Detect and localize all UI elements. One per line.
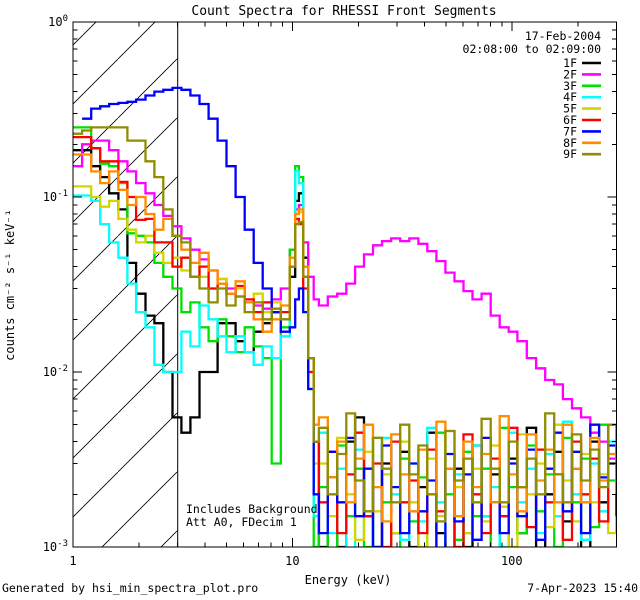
y-tick-label-1e-3: 10-3 [43,539,68,554]
obs-time-range: 02:08:00 to 02:09:00 [463,42,602,56]
legend-label-9f: 9F [563,147,577,161]
hatch-region [73,22,179,547]
obs-date: 17-Feb-2004 [525,29,601,43]
x-axis-label: Energy (keV) [305,573,392,587]
legend-label-8f: 8F [563,136,577,150]
series-9f-line [73,126,617,523]
legend-item-3f: 3F [563,79,601,93]
x-tick-label-1: 1 [69,554,76,568]
render-timestamp: 7-Apr-2023 15:40 [527,581,638,595]
legend-item-9f: 9F [563,147,601,161]
legend-item-6f: 6F [563,113,601,127]
legend-item-8f: 8F [563,136,601,150]
legend-label-4f: 4F [563,90,577,104]
legend-label-6f: 6F [563,113,577,127]
note-attenuator-state: Att A0, FDecim 1 [186,515,297,529]
legend-label-1f: 1F [563,56,577,70]
legend-label-3f: 3F [563,79,577,93]
x-tick-label-10: 10 [285,554,299,568]
legend-item-5f: 5F [563,102,601,116]
y-axis-label: counts cm⁻² s⁻¹ keV⁻¹ [3,209,17,361]
axis-tick-labels: 1 10 100 100 10-1 10-2 10-3 [43,14,523,568]
y-tick-label-1e-1: 10-1 [43,189,68,204]
legend-item-7f: 7F [563,124,601,138]
chart-title: Count Spectra for RHESSI Front Segments [191,4,496,19]
legend-label-7f: 7F [563,124,577,138]
note-includes-background: Includes Background [186,502,318,516]
legend-item-4f: 4F [563,90,601,104]
y-tick-label-1e-2: 10-2 [43,364,68,379]
legend-label-2f: 2F [563,67,577,81]
plot-frame [72,21,617,548]
legend-label-5f: 5F [563,102,577,116]
spectra-curves [73,86,617,548]
generated-by-text: Generated by hsi_min_spectra_plot.pro [2,581,258,595]
legend-item-2f: 2F [563,67,601,81]
x-tick-label-100: 100 [501,554,523,568]
y-tick-label-1e0: 100 [48,14,68,29]
legend-item-1f: 1F [563,56,601,70]
